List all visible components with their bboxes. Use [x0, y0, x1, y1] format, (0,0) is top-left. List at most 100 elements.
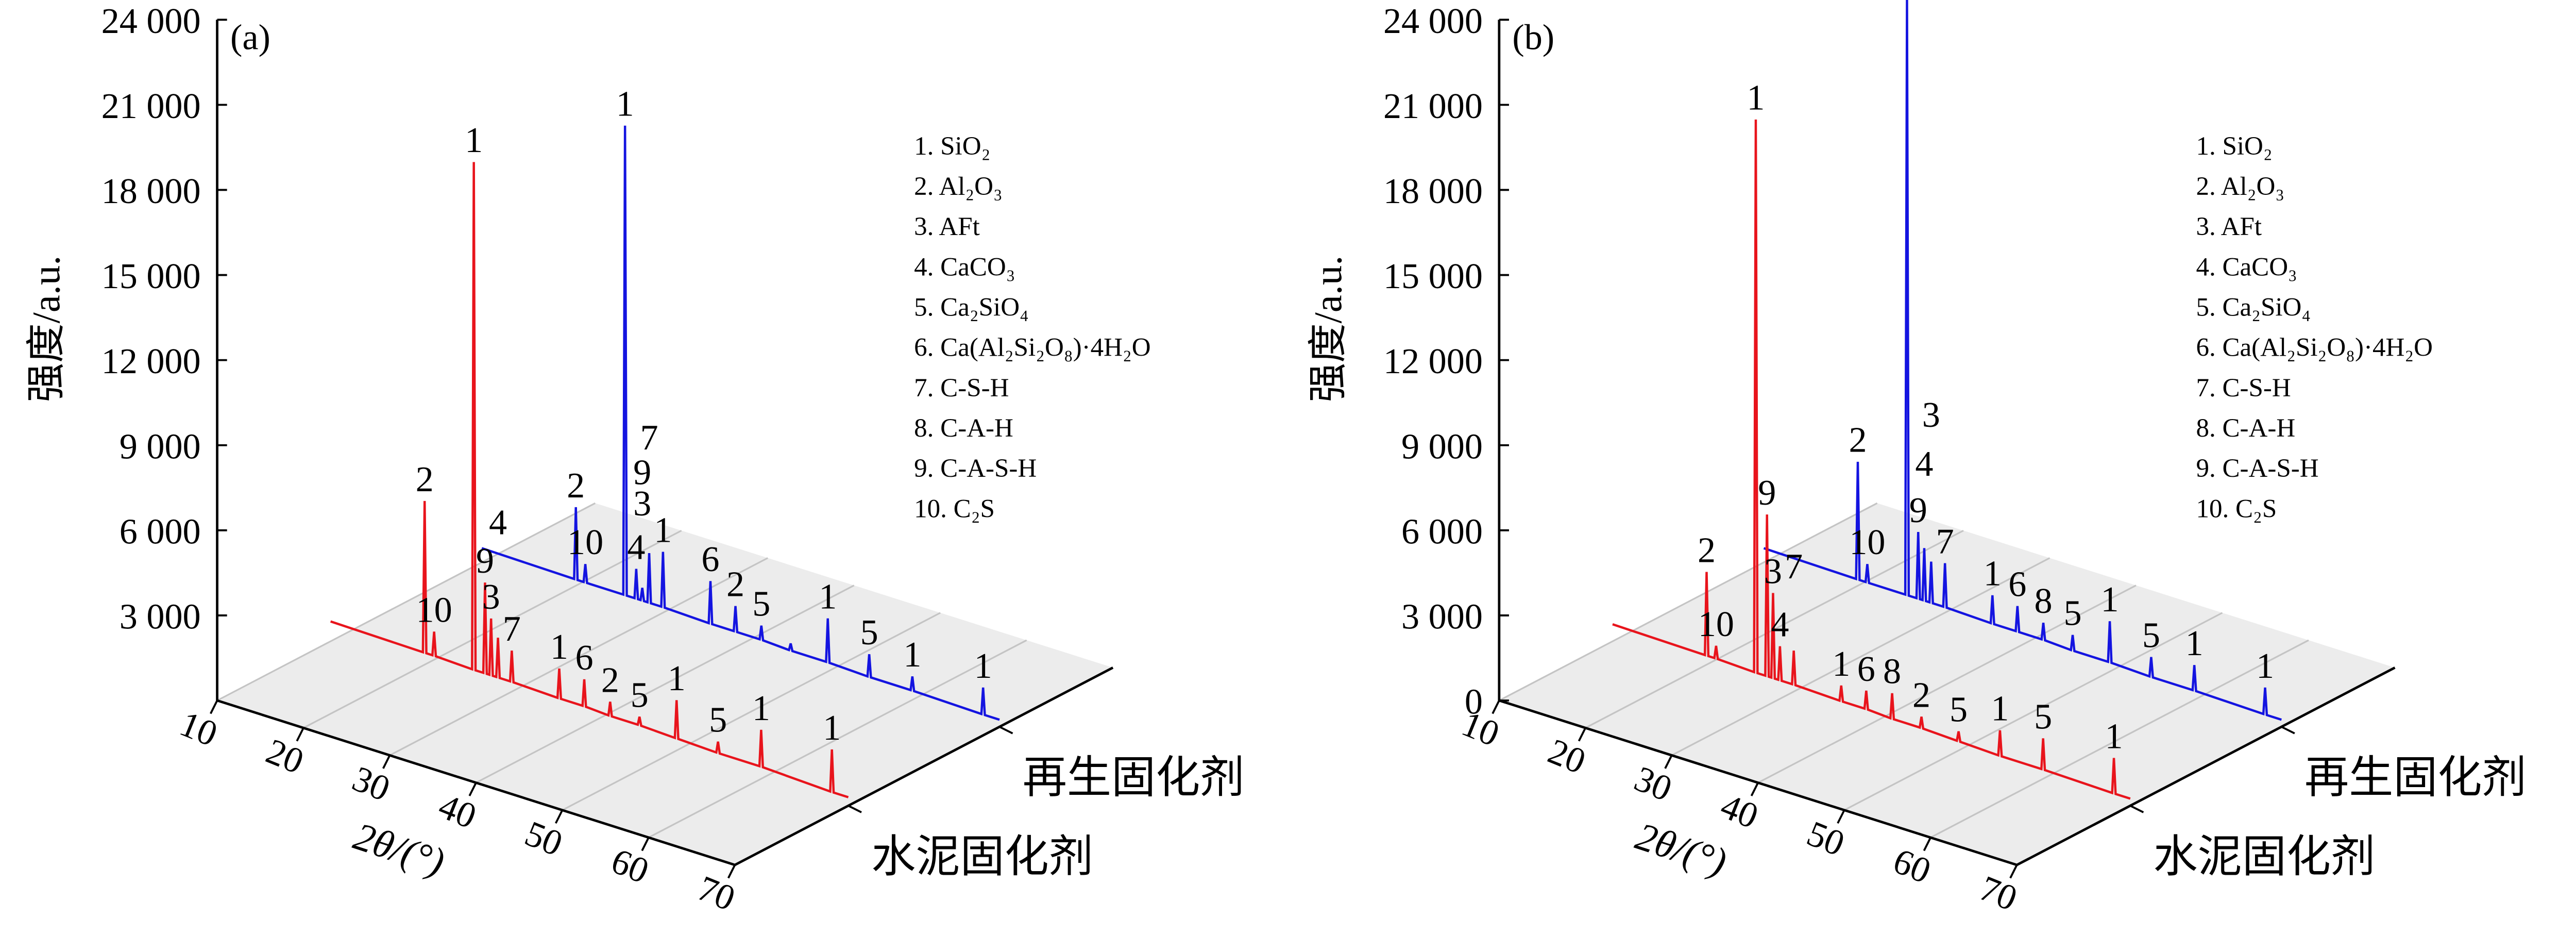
peak-label: 1: [2185, 623, 2204, 663]
peak-label: 1: [1747, 78, 1765, 118]
legend-item: 10. C₂S: [2196, 494, 2277, 523]
peak-label: 6: [1857, 649, 1875, 689]
x-tick: [1837, 809, 1845, 824]
peak-label: 1: [616, 84, 634, 124]
y-tick-label: 3 000: [1401, 596, 1483, 637]
floor-grid-line: [1671, 557, 2050, 756]
y-tick-label: 9 000: [120, 426, 201, 466]
peak-label: 7: [640, 418, 658, 458]
legend-item: 9. C-A-S-H: [2196, 454, 2318, 483]
peak-label: 10: [1849, 522, 1885, 562]
x-axis: [1499, 699, 2018, 866]
peak-label: 3: [1764, 551, 1782, 591]
peak-label: 3: [1922, 395, 1940, 435]
y-tick-label: 24 000: [1383, 1, 1483, 41]
floor-grid-line: [1930, 639, 2309, 839]
x-tick-label: 60: [1888, 841, 1936, 892]
y-tick-label: 18 000: [101, 171, 201, 211]
peak-label: 1: [1832, 644, 1850, 684]
legend-item: 2. Al₂O₃: [914, 172, 1003, 201]
floor-grid-line: [216, 502, 596, 702]
y-tick-label: 21 000: [1383, 86, 1483, 126]
legend-item: 5. Ca₂SiO₄: [914, 293, 1029, 322]
panel-label: (a): [230, 18, 270, 58]
legend-item: 1. SiO₂: [914, 132, 990, 161]
x-tick: [727, 864, 736, 879]
peak-label: 5: [1950, 690, 1968, 730]
x-tick-label: 70: [1974, 868, 2023, 919]
peak-label: 6: [575, 638, 593, 678]
x-tick-label: 60: [606, 841, 654, 892]
peak-label: 6: [2008, 564, 2026, 605]
x-tick: [1492, 700, 1500, 714]
x-tick: [554, 809, 564, 824]
peak-label: 7: [1785, 546, 1803, 587]
x-axis-title: 2θ/(°): [349, 814, 450, 884]
peak-label: 1: [465, 120, 483, 160]
x-tick-label: 20: [1543, 731, 1591, 782]
panel-label: (b): [1512, 18, 1554, 58]
peak-label: 5: [2063, 593, 2081, 633]
spectrum-line: [1763, 0, 2282, 721]
peak-label: 6: [701, 539, 719, 579]
x-tick-label: 30: [347, 758, 395, 809]
depth-tick: [2129, 805, 2144, 813]
series-label: 再生固化剂: [1023, 753, 1245, 803]
peak-label: 3: [482, 577, 500, 617]
spectrum-line: [330, 162, 849, 798]
peak-label: 2: [567, 465, 585, 506]
peak-label: 5: [860, 612, 878, 653]
x-tick-label: 40: [433, 786, 482, 837]
depth-tick: [999, 726, 1013, 735]
peak-label: 7: [503, 609, 521, 649]
x-tick: [382, 755, 391, 769]
legend-item: 8. C-A-H: [914, 414, 1013, 443]
peak-label: 1: [2101, 579, 2119, 620]
y-tick-label: 21 000: [101, 86, 201, 126]
x-axis: [216, 699, 736, 866]
peak-label: 4: [489, 502, 507, 542]
peak-label: 10: [416, 590, 452, 630]
y-tick-label: 3 000: [120, 596, 201, 637]
peak-label: 2: [1849, 420, 1867, 460]
peak-label: 9: [1909, 490, 1927, 530]
peak-label: 1: [2105, 716, 2123, 756]
peak-label: 1: [1984, 554, 2002, 594]
depth-axis: [2016, 666, 2396, 866]
floor-grid-line: [1757, 585, 2137, 783]
x-tick-label: 40: [1715, 786, 1764, 837]
x-tick: [210, 700, 218, 714]
x-tick: [1578, 727, 1587, 742]
legend-item: 3. AFt: [914, 212, 980, 241]
y-tick-label: 0: [1465, 682, 1483, 722]
legend-item: 7. C-S-H: [914, 374, 1009, 403]
legend-item: 2. Al₂O₃: [2196, 172, 2284, 201]
peak-label: 5: [2034, 696, 2052, 737]
legend-item: 6. Ca(Al₂Si₂O₈)·4H₂O: [914, 333, 1151, 362]
legend-item: 8. C-A-H: [2196, 414, 2295, 443]
peak-label: 1: [654, 510, 672, 550]
peak-label: 1: [974, 646, 992, 686]
y-tick-label: 12 000: [1383, 341, 1483, 381]
x-tick: [468, 782, 477, 796]
peak-label: 1: [2256, 646, 2274, 686]
depth-axis: [734, 666, 1114, 866]
peak-label: 1: [752, 688, 770, 728]
legend-item: 6. Ca(Al₂Si₂O₈)·4H₂O: [2196, 333, 2433, 362]
peak-label: 9: [633, 452, 651, 492]
x-tick-label: 20: [261, 731, 309, 782]
peak-label: 5: [752, 584, 770, 624]
x-tick-label: 50: [519, 813, 568, 864]
depth-tick: [2281, 726, 2295, 735]
floor-grid-line: [1844, 612, 2223, 811]
x-tick: [1750, 782, 1759, 796]
peak-label: 2: [726, 564, 744, 605]
floor-grid-line: [476, 585, 855, 783]
y-tick-label: 12 000: [101, 341, 201, 381]
spectrum-line: [481, 125, 1000, 721]
peak-label: 4: [627, 527, 645, 568]
series-label: 再生固化剂: [2304, 753, 2527, 803]
x-tick: [296, 727, 304, 742]
y-tick-label: 6 000: [1401, 511, 1483, 552]
